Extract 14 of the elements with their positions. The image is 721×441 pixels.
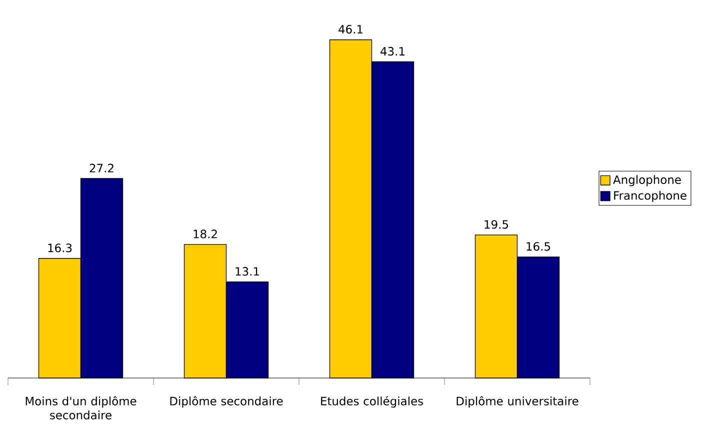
x-tick-label: Diplôme secondaire	[170, 396, 283, 408]
legend-label: Francophone	[614, 190, 686, 202]
x-tick-label: Etudes collégiales	[321, 396, 423, 408]
data-label: 18.2	[194, 230, 217, 238]
data-label: 27.2	[90, 164, 114, 172]
data-label: 16.5	[526, 242, 550, 251]
x-tick-label: Moins d'un diplôme secondaire	[26, 396, 136, 420]
data-label: 13.1	[236, 267, 259, 276]
x-tick-label: Diplôme universitaire	[456, 396, 578, 408]
data-label: 16.3	[48, 244, 72, 252]
legend-label: Anglophone	[613, 175, 681, 186]
data-label: 19.5	[484, 220, 508, 229]
data-label: 43.1	[380, 46, 404, 56]
data-label: 46.1	[338, 24, 362, 34]
